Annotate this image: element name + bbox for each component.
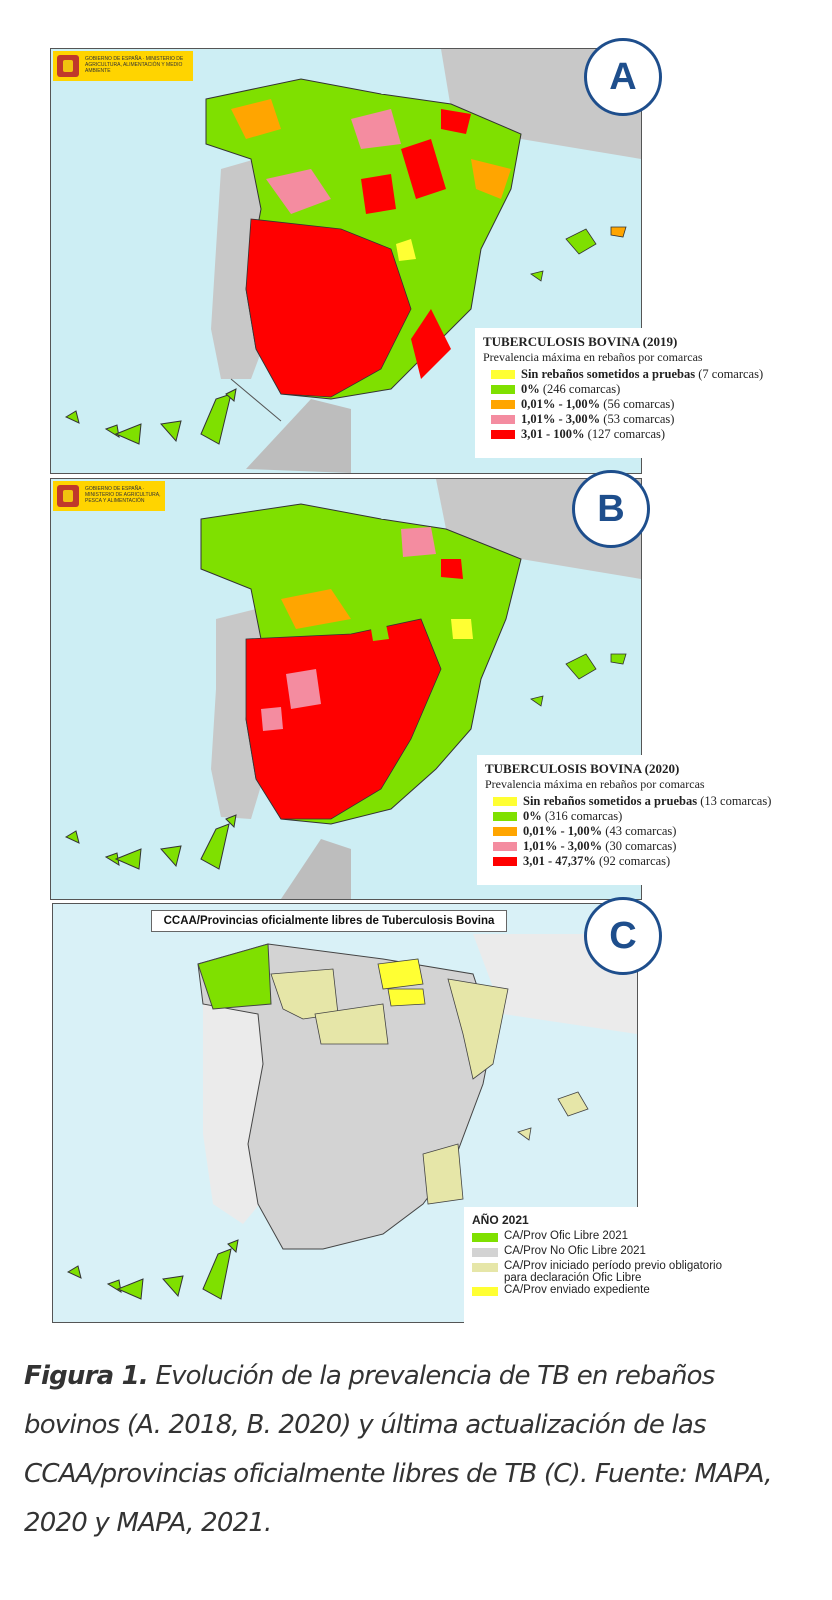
- legend-label: 0,01% - 1,00%: [523, 824, 603, 838]
- legend-label: Sin rebaños sometidos a pruebas: [521, 367, 696, 381]
- map-title-c: CCAA/Provincias oficialmente libres de T…: [151, 910, 507, 932]
- legend-item: 0,01% - 1,00% (56 comarcas): [483, 397, 802, 412]
- map-panel-a: GOBIERNO DE ESPAÑA · MINISTERIO DE AGRIC…: [50, 48, 642, 474]
- legend-a: TUBERCULOSIS BOVINA (2019) Prevalencia m…: [475, 328, 810, 458]
- legend-label: 0%: [523, 809, 542, 823]
- caption-label: Figura 1.: [24, 1361, 149, 1391]
- legend-swatch: [472, 1248, 498, 1257]
- legend-count: (56 comarcas): [603, 397, 675, 411]
- panel-badge-b: B: [572, 470, 650, 548]
- legend-count: (92 comarcas): [599, 854, 671, 868]
- legend-label: CA/Prov No Ofic Libre 2021: [504, 1245, 646, 1257]
- legend-swatch: [491, 385, 515, 394]
- legend-b: TUBERCULOSIS BOVINA (2020) Prevalencia m…: [477, 755, 812, 885]
- legend-label: 0,01% - 1,00%: [521, 397, 601, 411]
- legend-item: 0% (316 comarcas): [485, 809, 804, 824]
- map-panel-b: GOBIERNO DE ESPAÑA · MINISTERIO DE AGRIC…: [50, 478, 642, 900]
- legend-item: 0% (246 comarcas): [483, 382, 802, 397]
- legend-swatch: [472, 1263, 498, 1272]
- legend-count: (43 comarcas): [605, 824, 677, 838]
- legend-label: 0%: [521, 382, 540, 396]
- legend-label: CA/Prov enviado expediente: [504, 1284, 650, 1296]
- legend-count: (7 comarcas): [698, 367, 764, 381]
- legend-swatch: [493, 842, 517, 851]
- legend-item: Sin rebaños sometidos a pruebas (7 comar…: [483, 367, 802, 382]
- spain-prevalence-map-2019: [64, 49, 641, 473]
- legend-item: 0,01% - 1,00% (43 comarcas): [485, 824, 804, 839]
- legend-swatch: [491, 415, 515, 424]
- spain-prevalence-map-2020: [64, 479, 641, 899]
- government-logo-b: GOBIERNO DE ESPAÑA · MINISTERIO DE AGRIC…: [53, 481, 165, 511]
- legend-label: Sin rebaños sometidos a pruebas: [523, 794, 698, 808]
- legend-title-b: TUBERCULOSIS BOVINA (2020): [485, 761, 680, 776]
- legend-label: 3,01 - 100%: [521, 427, 585, 441]
- legend-label: CA/Prov iniciado período previo obligato…: [504, 1260, 722, 1284]
- legend-item: 3,01 - 47,37% (92 comarcas): [485, 854, 804, 869]
- logo-text-b: GOBIERNO DE ESPAÑA · MINISTERIO DE AGRIC…: [85, 486, 161, 504]
- panel-badge-c: C: [584, 897, 662, 975]
- legend-count: (246 comarcas): [542, 382, 621, 396]
- legend-swatch: [491, 430, 515, 439]
- legend-item: CA/Prov iniciado período previo obligato…: [472, 1260, 786, 1284]
- government-logo-a: GOBIERNO DE ESPAÑA · MINISTERIO DE AGRIC…: [53, 51, 193, 81]
- legend-subtitle-a: Prevalencia máxima en rebaños por comarc…: [483, 350, 703, 364]
- legend-item: 3,01 - 100% (127 comarcas): [483, 427, 802, 442]
- legend-count: (13 comarcas): [700, 794, 772, 808]
- legend-subtitle-b: Prevalencia máxima en rebaños por comarc…: [485, 777, 705, 791]
- legend-swatch: [491, 400, 515, 409]
- legend-label: CA/Prov Ofic Libre 2021: [504, 1230, 629, 1242]
- legend-swatch: [493, 857, 517, 866]
- legend-swatch: [493, 812, 517, 821]
- legend-swatch: [472, 1287, 498, 1296]
- map-panel-c: CCAA/Provincias oficialmente libres de T…: [52, 903, 638, 1323]
- coat-of-arms-icon: [57, 485, 79, 507]
- legend-label: 1,01% - 3,00%: [521, 412, 601, 426]
- caption-text: Evolución de la prevalencia de TB en reb…: [24, 1361, 772, 1538]
- legend-item: CA/Prov No Ofic Libre 2021: [472, 1245, 786, 1260]
- legend-label: 1,01% - 3,00%: [523, 839, 603, 853]
- legend-item: CA/Prov enviado expediente: [472, 1284, 786, 1299]
- legend-swatch: [493, 797, 517, 806]
- spain-free-status-map-2021: [66, 934, 637, 1300]
- coat-of-arms-icon: [57, 55, 79, 77]
- legend-item: 1,01% - 3,00% (53 comarcas): [483, 412, 802, 427]
- legend-item: CA/Prov Ofic Libre 2021: [472, 1230, 786, 1245]
- legend-swatch: [472, 1233, 498, 1242]
- legend-item: Sin rebaños sometidos a pruebas (13 coma…: [485, 794, 804, 809]
- logo-text-a: GOBIERNO DE ESPAÑA · MINISTERIO DE AGRIC…: [85, 56, 184, 74]
- legend-item: 1,01% - 3,00% (30 comarcas): [485, 839, 804, 854]
- legend-title-c: AÑO 2021: [472, 1213, 529, 1227]
- legend-count: (127 comarcas): [587, 427, 666, 441]
- legend-c: AÑO 2021 CA/Prov Ofic Libre 2021 CA/Prov…: [464, 1207, 794, 1342]
- legend-count: (30 comarcas): [605, 839, 677, 853]
- legend-swatch: [491, 370, 515, 379]
- panel-badge-a: A: [584, 38, 662, 116]
- legend-count: (316 comarcas): [544, 809, 623, 823]
- legend-title-a: TUBERCULOSIS BOVINA (2019): [483, 334, 678, 349]
- legend-label: 3,01 - 47,37%: [523, 854, 596, 868]
- legend-swatch: [493, 827, 517, 836]
- figure-caption: Figura 1. Evolución de la prevalencia de…: [24, 1352, 804, 1548]
- legend-count: (53 comarcas): [603, 412, 675, 426]
